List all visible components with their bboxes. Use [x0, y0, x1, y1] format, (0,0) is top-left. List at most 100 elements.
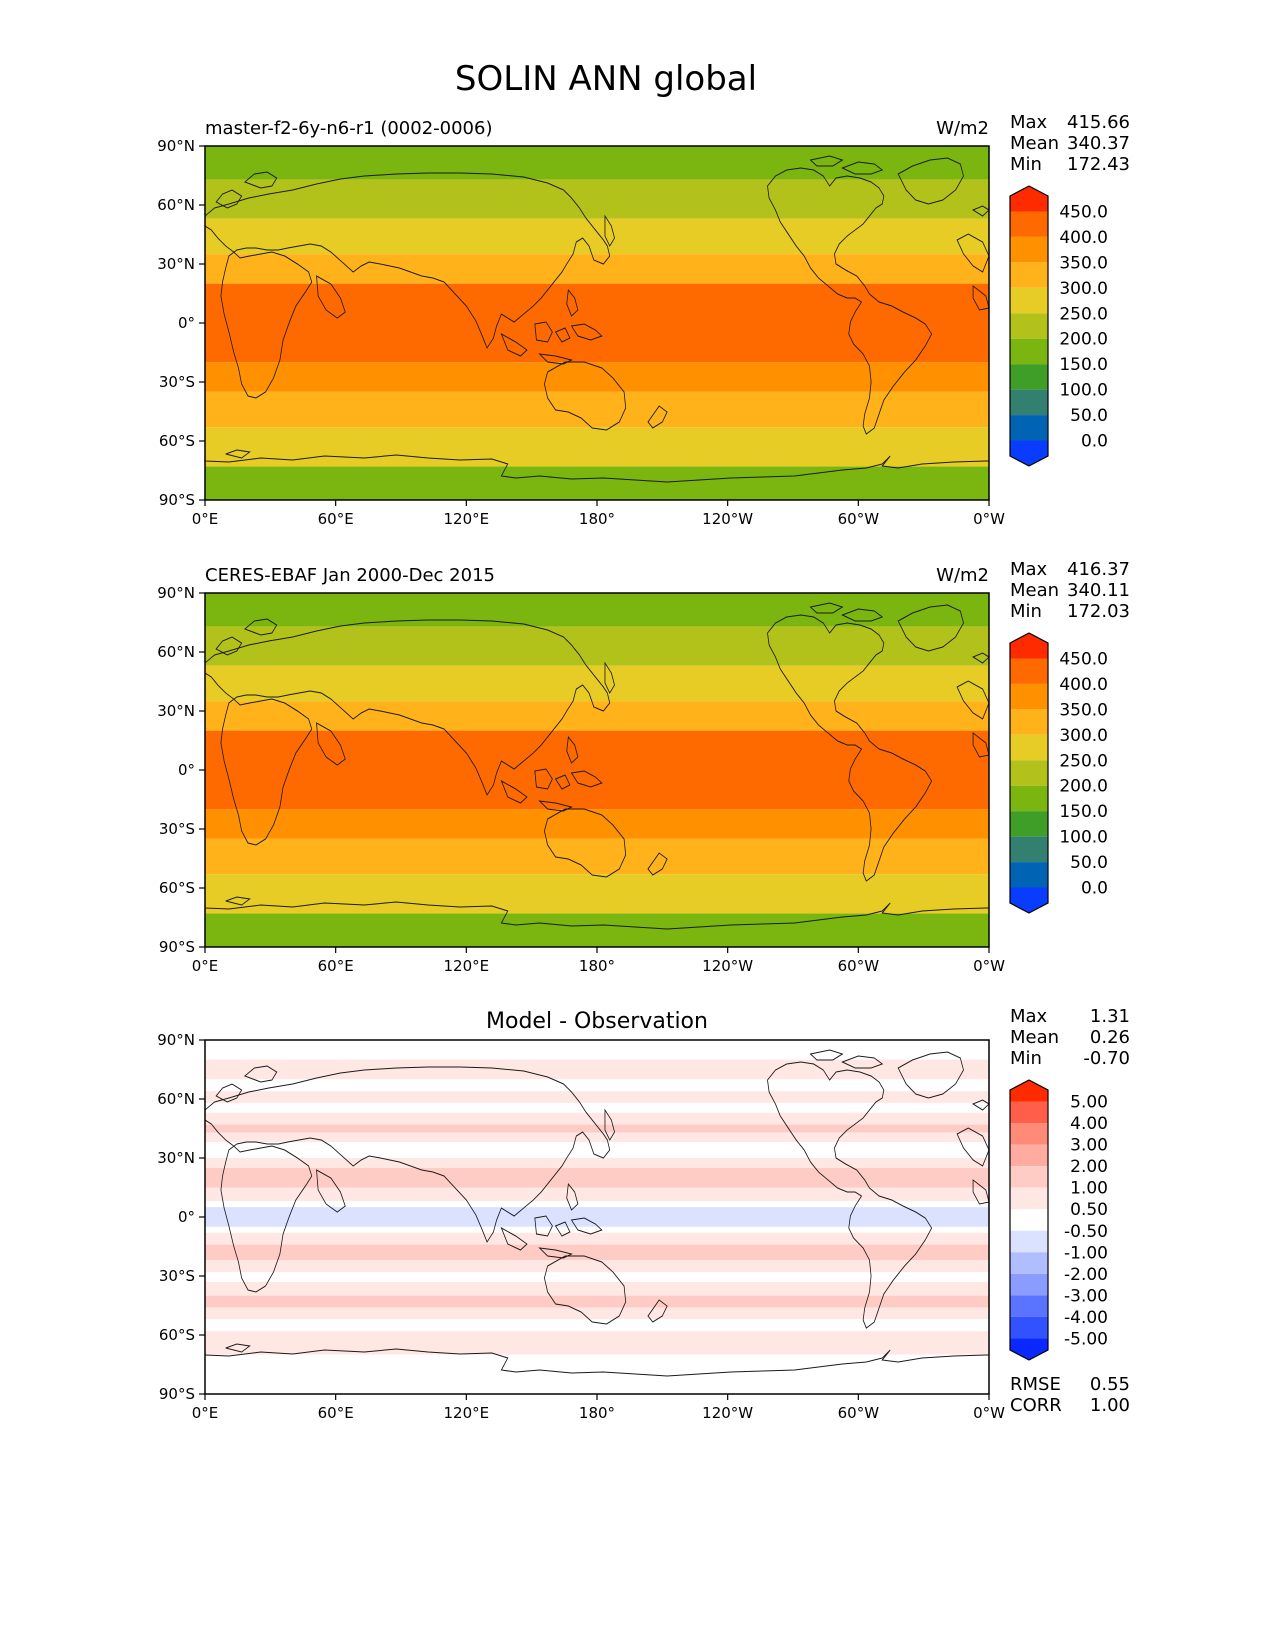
colorbar-segment — [1010, 1316, 1048, 1339]
zonal-band — [205, 1158, 989, 1168]
colorbar: 450.0 400.0 350.0 300.0 250.0 200.0 150.0 100.0… — [1009, 632, 1108, 914]
zonal-band — [205, 1307, 989, 1320]
stat-label: Max — [1010, 112, 1048, 133]
colorbar-tick-label: 300.0 — [1059, 726, 1108, 746]
colorbar-tick-label: 0.50 — [1070, 1200, 1108, 1220]
colorbar-segment — [1010, 262, 1048, 288]
colorbar-tick-label: 200.0 — [1059, 777, 1108, 797]
zonal-band — [205, 1112, 989, 1125]
zonal-band — [205, 1142, 989, 1158]
lat-tick-label: 60°S — [159, 432, 195, 450]
zonal-band — [205, 1226, 989, 1233]
colorbar-segment — [1010, 760, 1048, 786]
colorbar: 5.004.003.002.001.000.50-0.50-1.00-2.00-… — [1009, 1079, 1108, 1361]
zonal-band — [205, 218, 989, 255]
lon-tick-label: 0°E — [192, 1404, 219, 1422]
lon-tick-label: 60°W — [838, 957, 880, 975]
colorbar-segment — [1010, 1273, 1048, 1296]
colorbar-tick-label: -2.00 — [1064, 1265, 1108, 1285]
lon-tick-label: 0°E — [192, 510, 219, 528]
zonal-band — [205, 1124, 989, 1133]
zonal-band — [205, 179, 989, 219]
lon-tick-label: 60°E — [318, 510, 354, 528]
colorbar-segment — [1010, 734, 1048, 761]
colorbar-segment — [1010, 709, 1048, 735]
zonal-band — [205, 1331, 989, 1355]
stat-value: 340.11 — [1067, 580, 1130, 601]
panel-units: W/m2 — [936, 565, 989, 586]
stat-value: 0.26 — [1090, 1027, 1130, 1048]
lat-tick-label: 30°N — [157, 255, 195, 273]
map-panel-2: CERES-EBAF Jan 2000-Dec 2015 W/m2 90°N 60°N… — [157, 559, 1130, 975]
lon-tick-label: 120°E — [444, 510, 490, 528]
colorbar-tick-label: 450.0 — [1059, 202, 1108, 222]
colorbar-outline — [1009, 185, 1049, 467]
lat-tick-label: 0° — [178, 1208, 195, 1226]
colorbar-tick-label: 350.0 — [1059, 253, 1108, 273]
colorbar-tick-label: 450.0 — [1059, 649, 1108, 669]
lat-tick-label: 60°N — [157, 1090, 195, 1108]
zonal-band — [205, 1102, 989, 1113]
colorbar-tick-label: 50.0 — [1070, 406, 1108, 426]
lat-tick-label: 90°N — [157, 137, 195, 155]
lon-tick-label: 120°E — [444, 1404, 490, 1422]
stat-label: Min — [1010, 601, 1042, 622]
lat-tick-label: 90°S — [159, 1385, 195, 1403]
colorbar-segment — [1010, 287, 1048, 314]
extra-stat-label: CORR — [1010, 1395, 1062, 1416]
lat-tick-label: 60°N — [157, 643, 195, 661]
lon-tick-label: 0°W — [973, 957, 1005, 975]
colorbar-segment — [1010, 785, 1048, 812]
zonal-band — [205, 1319, 989, 1332]
lat-tick-label: 0° — [178, 761, 195, 779]
colorbar-tick-label: 400.0 — [1059, 228, 1108, 248]
colorbar-tick-label: -5.00 — [1064, 1329, 1108, 1349]
stat-label: Min — [1010, 154, 1042, 175]
zonal-band — [205, 362, 989, 392]
zonal-band — [205, 1201, 989, 1208]
colorbar-segment — [1010, 364, 1048, 390]
zonal-band — [205, 146, 989, 180]
colorbar-segment — [1010, 236, 1048, 263]
stat-label: Mean — [1010, 133, 1059, 154]
zonal-band — [205, 1295, 989, 1308]
colorbar-tick-label: 100.0 — [1059, 381, 1108, 401]
map-panel-3: Model - Observation 90°N 60°N 30°N 0° 30°S 60°… — [157, 1006, 1130, 1422]
lon-tick-label: 60°W — [838, 1404, 880, 1422]
zonal-band — [205, 626, 989, 666]
zonal-band — [205, 427, 989, 467]
stat-label: Min — [1010, 1048, 1042, 1069]
zonal-band — [205, 1207, 989, 1227]
panel-title: Model - Observation — [486, 1009, 708, 1034]
lon-tick-label: 180° — [579, 510, 615, 528]
colorbar-outline — [1009, 632, 1049, 914]
colorbar-tick-label: 250.0 — [1059, 751, 1108, 771]
colorbar-tick-label: 3.00 — [1070, 1136, 1108, 1156]
stat-value: 340.37 — [1067, 133, 1130, 154]
zonal-band — [205, 466, 989, 500]
zonal-band — [205, 1232, 989, 1245]
zonal-band — [205, 1132, 989, 1143]
map-panel-1: master-f2-6y-n6-r1 (0002-0006) W/m2 90°N 60… — [157, 112, 1130, 528]
lon-tick-label: 120°E — [444, 957, 490, 975]
stat-label: Mean — [1010, 580, 1059, 601]
colorbar-segment — [1010, 658, 1048, 684]
colorbar-segment — [1010, 836, 1048, 863]
colorbar: 450.0 400.0 350.0 300.0 250.0 200.0 150.0 100.0… — [1009, 185, 1108, 467]
zonal-band — [205, 1091, 989, 1103]
colorbar-segment — [1010, 313, 1048, 339]
lat-tick-label: 60°S — [159, 1326, 195, 1344]
zonal-band — [205, 593, 989, 627]
zonal-band — [205, 1281, 989, 1296]
stat-label: Max — [1010, 559, 1048, 580]
lat-tick-label: 30°S — [159, 820, 195, 838]
colorbar-tick-label: -3.00 — [1064, 1286, 1108, 1306]
colorbar-tick-label: 5.00 — [1070, 1093, 1108, 1113]
colorbar-tick-label: 0.0 — [1081, 879, 1108, 899]
colorbar-tick-label: 150.0 — [1059, 802, 1108, 822]
zonal-band — [205, 1260, 989, 1273]
colorbar-segment — [1010, 1230, 1048, 1253]
lon-tick-label: 60°E — [318, 1404, 354, 1422]
zonal-band — [205, 1272, 989, 1282]
colorbar-segment — [1010, 1166, 1048, 1188]
